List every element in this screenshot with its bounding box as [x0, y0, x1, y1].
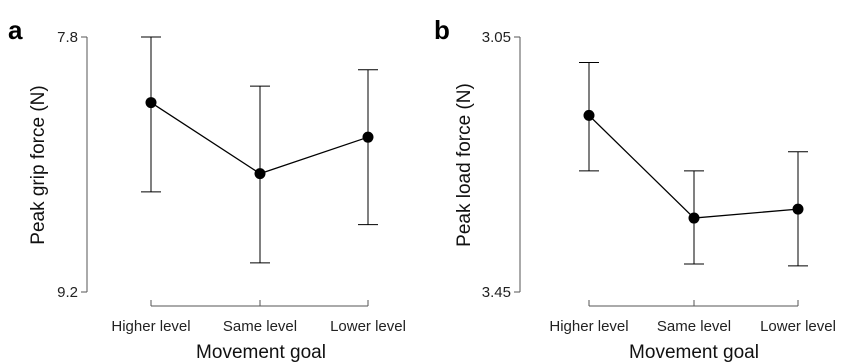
panel-a: a Peak grip force (N) Movement goal 9.2 7…	[8, 15, 406, 362]
panel-a-letter: a	[8, 15, 23, 45]
panel-a-data-point	[254, 168, 266, 180]
panel-b-plot-area: 3.45 3.05 Higher level Same level Lower leve…	[482, 29, 836, 335]
panel-b-y-axis-title: Peak load force (N)	[454, 83, 475, 247]
panel-b-x-tick-label: Same level	[657, 318, 731, 335]
panel-a-x-tick-label: Same level	[223, 318, 297, 335]
panel-b-x-axis-title: Movement goal	[629, 342, 759, 362]
panel-b-x-tick-label: Lower level	[760, 318, 836, 335]
panel-a-y-tick-label: 9.2	[57, 284, 78, 301]
panel-a-y-tick-label: 7.8	[57, 29, 78, 46]
panel-a-x-tick-label: Higher level	[111, 318, 190, 335]
panel-b-data-point	[792, 203, 804, 215]
panel-b-data-point	[688, 212, 700, 224]
panel-a-x-axis-title: Movement goal	[196, 342, 326, 362]
panel-a-data-point	[145, 97, 157, 109]
panel-a-plot-area: 9.2 7.8 Higher level Same level Lower level	[57, 29, 406, 335]
panel-b-x-tick-label: Higher level	[549, 318, 628, 335]
panel-b-y-tick-label: 3.05	[482, 29, 511, 46]
panel-b: b Peak load force (N) Movement goal 3.45…	[434, 15, 836, 362]
panel-a-y-axis-title: Peak grip force (N)	[28, 85, 49, 244]
panel-b-letter: b	[434, 15, 450, 45]
panel-a-x-tick-label: Lower level	[330, 318, 406, 335]
panel-a-data-point	[362, 131, 374, 143]
panel-b-data-point	[583, 109, 595, 121]
panel-b-y-tick-label: 3.45	[482, 284, 511, 301]
